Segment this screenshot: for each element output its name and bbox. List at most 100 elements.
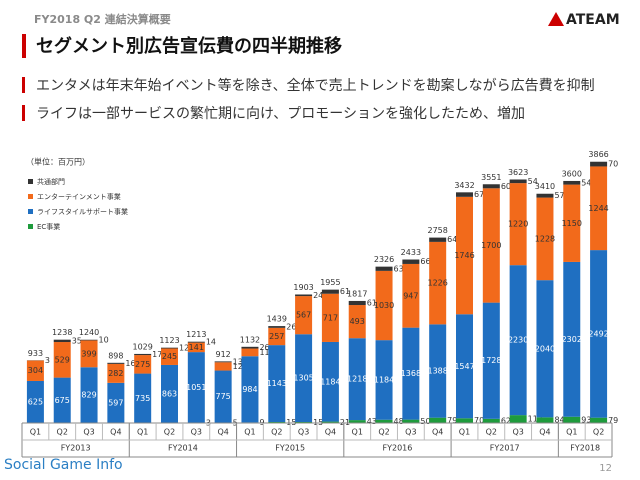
bar-segment xyxy=(375,270,393,341)
chart-title: セグメント別広告宣伝費の四半期推移 xyxy=(36,35,342,57)
bar-segment xyxy=(241,348,259,357)
segment-label: 1368 xyxy=(401,369,421,378)
segment-label: 1244 xyxy=(588,204,608,213)
x-tick-label: Q3 xyxy=(512,428,523,437)
bar-segment xyxy=(295,421,313,423)
total-label: 1817 xyxy=(347,289,367,298)
segment-label: 1143 xyxy=(267,379,287,388)
segment-label: 282 xyxy=(108,369,123,378)
bar-segment xyxy=(536,193,554,198)
bar-segment xyxy=(80,339,98,341)
bar-segment xyxy=(482,418,500,423)
x-tick-label: Q4 xyxy=(539,428,550,437)
segment-label: 64 xyxy=(447,235,457,244)
segment-label: 54 xyxy=(528,177,538,186)
group-label: FY2017 xyxy=(490,444,520,453)
bar-segment xyxy=(402,419,420,423)
bar-segment xyxy=(509,265,527,416)
bar-segment xyxy=(295,296,313,335)
legend-swatch xyxy=(28,194,33,199)
total-label: 3866 xyxy=(588,150,608,159)
segment-label: 275 xyxy=(135,360,150,369)
bar-segment xyxy=(53,339,71,343)
bar-segment xyxy=(402,327,420,420)
bar-segment xyxy=(590,250,608,418)
bar-segment xyxy=(348,300,366,306)
segment-label: 70 xyxy=(608,160,618,169)
bar-segment xyxy=(536,280,554,418)
total-label: 3600 xyxy=(562,169,582,178)
bar-segment xyxy=(295,294,313,297)
segment-label: 54 xyxy=(581,178,591,187)
segment-label: 304 xyxy=(28,366,43,375)
total-label: 1123 xyxy=(159,336,179,345)
segment-label: 16 xyxy=(125,359,135,368)
segment-label: 12 xyxy=(179,344,189,353)
segment-label: 35 xyxy=(72,336,82,345)
x-tick-label: Q1 xyxy=(459,428,470,437)
segment-label: 17 xyxy=(152,350,162,359)
segment-label: 13 xyxy=(233,357,243,366)
bar-segment xyxy=(375,340,393,420)
total-label: 2433 xyxy=(401,248,421,257)
segment-label: 863 xyxy=(162,389,177,398)
segment-label: 84 xyxy=(554,416,564,425)
bar-segment xyxy=(26,360,44,381)
segment-label: 114 xyxy=(259,348,274,357)
total-label: 2326 xyxy=(374,255,394,264)
bar-segment xyxy=(429,417,447,423)
legend-label: EC事業 xyxy=(37,222,60,231)
page-number: 12 xyxy=(599,463,612,474)
bar-segment xyxy=(53,342,71,378)
segment-label: 63 xyxy=(394,264,404,273)
segment-label: 829 xyxy=(81,391,96,400)
segment-label: 2040 xyxy=(535,344,555,353)
total-label: 3551 xyxy=(481,173,501,182)
bar-segment xyxy=(348,420,366,423)
segment-label: 1305 xyxy=(293,374,313,383)
segment-label: 597 xyxy=(108,398,123,407)
segment-label: 1220 xyxy=(508,220,528,229)
bar-segment xyxy=(268,345,286,422)
segment-label: 1700 xyxy=(481,241,501,250)
total-label: 3410 xyxy=(535,182,555,191)
bar-segment xyxy=(456,192,473,197)
header: FY2018 Q2 連結決算概要 xyxy=(34,12,171,26)
bar-segment xyxy=(482,302,500,419)
bar-segment xyxy=(268,327,286,346)
bar-segment xyxy=(563,180,581,185)
bar-segment xyxy=(590,166,608,251)
bar-segment xyxy=(26,380,44,423)
x-tick-label: Q4 xyxy=(217,428,228,437)
bullet-bar xyxy=(22,77,25,93)
segment-label: 1051 xyxy=(186,383,206,392)
bar-segment xyxy=(429,324,447,418)
segment-label: 70 xyxy=(474,416,484,425)
bar-segment xyxy=(509,183,527,266)
legend-swatch xyxy=(28,224,33,229)
x-tick-label: Q2 xyxy=(164,428,175,437)
x-tick-label: Q4 xyxy=(432,428,443,437)
bar-segment xyxy=(456,196,473,315)
total-label: 1029 xyxy=(133,342,153,351)
segment-label: 79 xyxy=(447,416,457,425)
total-label: 1132 xyxy=(240,335,260,344)
bar-segment xyxy=(375,419,393,423)
segment-label: 675 xyxy=(55,396,70,405)
segment-label: 257 xyxy=(269,332,284,341)
x-tick-label: Q2 xyxy=(378,428,389,437)
bar-segment xyxy=(321,289,339,294)
segment-label: 1184 xyxy=(320,377,340,386)
bar-segment xyxy=(161,347,178,349)
segment-label: 1218 xyxy=(347,375,367,384)
bar-segment xyxy=(80,367,98,423)
bullet: エンタメは年末年始イベント等を除き、全体で売上トレンドを勘案しながら広告費を抑制 xyxy=(36,77,595,94)
segment-label: 2230 xyxy=(508,336,528,345)
bar-segment xyxy=(429,241,447,325)
segment-label: 1228 xyxy=(535,234,555,243)
bar-segment xyxy=(321,341,339,422)
bullet-bar xyxy=(22,105,25,121)
x-tick-label: Q2 xyxy=(57,428,68,437)
segment-label: 625 xyxy=(28,397,43,406)
